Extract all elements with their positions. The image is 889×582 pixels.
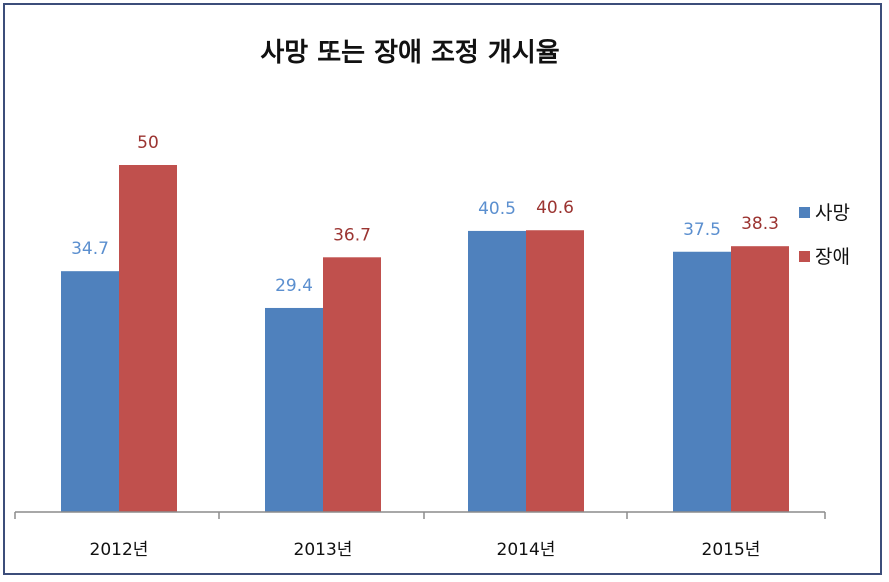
chart-title: 사망 또는 장애 조정 개시율 — [260, 38, 559, 68]
data-label: 40.5 — [478, 199, 516, 219]
x-axis-ticks: 2012년 2013년 2014년 2015년 — [14, 512, 826, 560]
legend-label: 사망 — [815, 202, 850, 224]
bar-사망-2015년 — [673, 251, 731, 512]
data-label: 37.5 — [683, 220, 721, 240]
x-tick-label: 2014년 — [497, 540, 556, 560]
bar-사망-2013년 — [265, 307, 323, 512]
bar-장애-2015년 — [731, 246, 789, 512]
data-label: 34.7 — [71, 239, 109, 259]
bar-사망-2012년 — [61, 271, 119, 512]
bars-group — [61, 165, 789, 512]
bar-장애-2012년 — [119, 165, 177, 512]
data-label: 29.4 — [275, 276, 313, 296]
bar-장애-2013년 — [323, 257, 381, 512]
data-label: 38.3 — [741, 214, 779, 234]
data-label: 50 — [137, 133, 159, 153]
legend-label: 장애 — [815, 246, 850, 268]
bar-장애-2014년 — [526, 230, 584, 512]
x-tick-label: 2015년 — [702, 540, 761, 560]
data-label: 36.7 — [333, 225, 371, 245]
legend-swatch-장애 — [799, 251, 810, 262]
data-label: 40.6 — [536, 198, 574, 218]
x-tick-label: 2012년 — [90, 540, 149, 560]
bar-사망-2014년 — [468, 230, 526, 512]
data-labels-group: 34.7 50 29.4 36.7 40.5 40.6 37.5 38.3 — [71, 133, 779, 296]
legend-swatch-사망 — [799, 207, 810, 218]
x-tick-label: 2013년 — [294, 540, 353, 560]
